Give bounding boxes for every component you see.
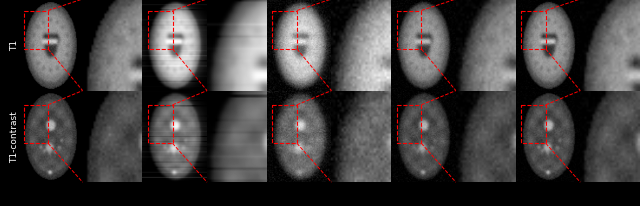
Text: Figure 3.: Figure 3. bbox=[5, 189, 54, 199]
Bar bbox=[24, 105, 48, 144]
Bar bbox=[273, 12, 297, 50]
Bar bbox=[521, 105, 546, 144]
Text: T1: T1 bbox=[10, 40, 19, 51]
Bar bbox=[397, 12, 421, 50]
Bar bbox=[397, 105, 421, 144]
Bar bbox=[148, 105, 173, 144]
Bar bbox=[273, 105, 297, 144]
Bar bbox=[148, 12, 173, 50]
Text: Representative images comparing Varnet and motion-informed VarnetMi in the prese: Representative images comparing Varnet a… bbox=[50, 189, 500, 199]
Bar bbox=[24, 12, 48, 50]
Bar bbox=[521, 12, 546, 50]
Text: T1-contrast: T1-contrast bbox=[10, 111, 19, 163]
